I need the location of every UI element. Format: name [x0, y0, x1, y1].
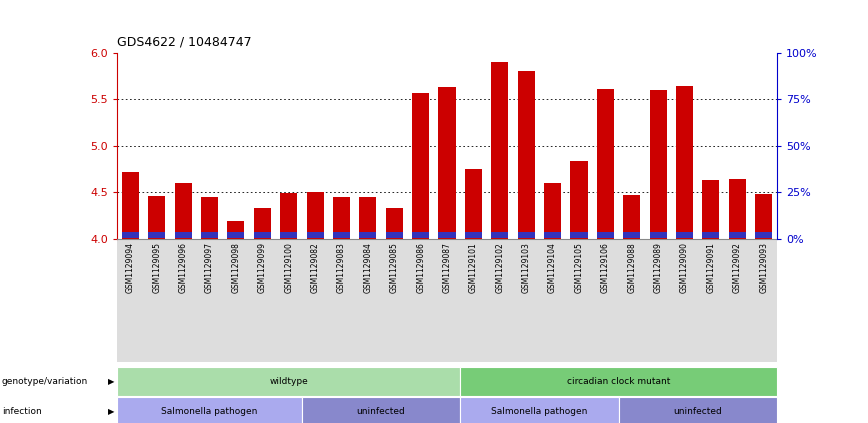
Bar	[227, 233, 245, 238]
Bar	[174, 233, 192, 238]
Bar	[333, 233, 350, 238]
Bar	[148, 196, 165, 239]
Bar	[544, 183, 561, 239]
Text: GDS4622 / 10484747: GDS4622 / 10484747	[117, 36, 252, 49]
Bar	[491, 62, 509, 239]
Bar	[280, 233, 297, 238]
Bar	[253, 233, 271, 238]
Text: ▶: ▶	[108, 377, 115, 386]
Bar	[122, 233, 139, 238]
Bar	[623, 233, 641, 238]
Text: uninfected: uninfected	[357, 407, 405, 416]
Bar	[412, 93, 429, 239]
Bar	[517, 233, 535, 238]
Bar	[465, 169, 482, 239]
Text: Salmonella pathogen: Salmonella pathogen	[161, 407, 258, 416]
Bar	[122, 172, 139, 239]
Bar	[597, 233, 614, 238]
Bar	[649, 90, 667, 239]
Text: circadian clock mutant: circadian clock mutant	[567, 377, 670, 386]
Bar	[253, 208, 271, 239]
Bar	[570, 233, 588, 238]
Text: uninfected: uninfected	[674, 407, 722, 416]
Bar	[306, 233, 324, 238]
Bar	[227, 221, 245, 239]
Text: Salmonella pathogen: Salmonella pathogen	[491, 407, 588, 416]
Text: wildtype: wildtype	[269, 377, 308, 386]
Text: infection: infection	[2, 407, 42, 416]
Bar	[438, 233, 456, 238]
Bar	[623, 195, 641, 239]
Bar	[385, 208, 403, 239]
Bar	[491, 233, 509, 238]
Bar	[333, 197, 350, 239]
Bar	[359, 233, 377, 238]
Bar	[702, 180, 720, 239]
Bar	[544, 233, 561, 238]
Text: genotype/variation: genotype/variation	[2, 377, 88, 386]
Bar	[729, 233, 746, 238]
Bar	[306, 192, 324, 239]
Bar	[676, 86, 693, 239]
Bar	[412, 233, 429, 238]
Bar	[148, 233, 165, 238]
Bar	[517, 71, 535, 239]
Bar	[280, 193, 297, 239]
Bar	[570, 161, 588, 239]
Bar	[174, 183, 192, 239]
Bar	[385, 233, 403, 238]
Bar	[676, 233, 693, 238]
Bar	[597, 89, 614, 239]
Bar	[465, 233, 482, 238]
Bar	[755, 194, 773, 239]
Bar	[359, 197, 377, 239]
Bar	[438, 87, 456, 239]
Bar	[649, 233, 667, 238]
Text: ▶: ▶	[108, 407, 115, 416]
Bar	[201, 233, 218, 238]
Bar	[201, 197, 218, 239]
Bar	[755, 233, 773, 238]
Bar	[702, 233, 720, 238]
Bar	[729, 179, 746, 239]
